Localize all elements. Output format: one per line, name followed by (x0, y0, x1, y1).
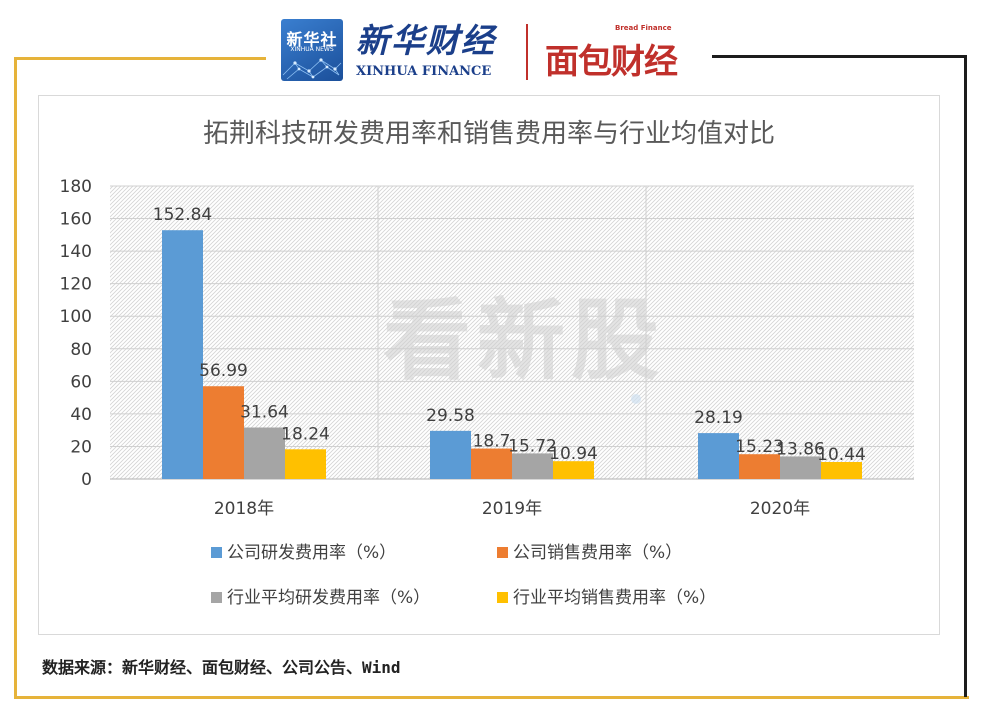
data-label: 18.24 (281, 424, 330, 444)
x-tick-label: 2019年 (482, 499, 542, 519)
legend-swatch (211, 547, 222, 558)
x-tick-label: 2018年 (214, 499, 274, 519)
data-source-note: 数据来源：新华财经、面包财经、公司公告、Wind (42, 658, 401, 677)
data-label: 13.86 (776, 439, 825, 459)
bar-2-1 (203, 386, 244, 479)
xinhua-finance-logo-chinese: 新华财经 (356, 21, 496, 60)
chart-panel: 看新股 拓荆科技研发费用率和销售费用率与行业均值对比 152.84 56.99 31… (38, 95, 940, 635)
y-tick-label: 140 (60, 242, 92, 262)
logo-divider (526, 24, 528, 80)
network-globe-icon (282, 58, 342, 80)
xinhua-news-logo: 新华社 XINHUA NEWS (281, 19, 343, 81)
data-label: 28.19 (694, 408, 743, 428)
data-label: 152.84 (153, 205, 212, 225)
y-tick-label: 0 (81, 470, 92, 490)
y-tick-label: 120 (60, 275, 92, 295)
y-tick-label: 80 (70, 340, 92, 360)
x-tick-label: 2020年 (750, 499, 810, 519)
legend-swatch (497, 592, 508, 603)
legend-swatch (497, 547, 508, 558)
legend-label: 公司销售费用率（%） (513, 543, 682, 563)
data-label: 10.44 (817, 445, 866, 465)
data-label: 31.64 (240, 402, 289, 422)
y-tick-label: 100 (60, 307, 92, 327)
data-label: 10.94 (549, 444, 598, 464)
frame-left-gold-line (14, 57, 17, 698)
watermark-dot-icon (631, 394, 641, 404)
bar-chart: 看新股 拓荆科技研发费用率和销售费用率与行业均值对比 152.84 56.99 31… (60, 119, 914, 608)
xinhua-finance-logo: 新华财经 XINHUA FINANCE (352, 14, 507, 84)
y-tick-label: 60 (70, 372, 92, 392)
bar-1-2 (430, 430, 471, 479)
watermark-layer: 看新股 (383, 289, 665, 404)
legend: 公司研发费用率（%） 公司销售费用率（%） 行业平均研发费用率（%） 行业平均销售费用… (211, 543, 716, 608)
data-label: 15.72 (508, 436, 557, 456)
frame-bottom-gold-line (14, 696, 969, 699)
legend-label: 公司研发费用率（%） (227, 543, 396, 563)
bread-finance-logo-english: Bread Finance (615, 24, 672, 32)
legend-label: 行业平均研发费用率（%） (227, 588, 430, 608)
bar-3-2 (512, 453, 553, 479)
bread-finance-logo-chinese: 面包财经 (545, 42, 678, 82)
xinhua-finance-logo-english: XINHUA FINANCE (356, 64, 492, 79)
x-axis-ticks: 2018年 2019年 2020年 (214, 499, 810, 519)
legend-label: 行业平均销售费用率（%） (513, 588, 716, 608)
data-label: 18.7 (473, 432, 511, 452)
data-label: 15.23 (735, 437, 784, 457)
bar-1-3 (698, 433, 739, 479)
bar-3-3 (780, 456, 821, 479)
xinhua-logo-subtitle: XINHUA NEWS (290, 46, 334, 53)
y-tick-label: 40 (70, 405, 92, 425)
bar-2-3 (739, 454, 780, 479)
bar-4-2 (553, 461, 594, 479)
chart-title: 拓荆科技研发费用率和销售费用率与行业均值对比 (203, 119, 775, 149)
y-tick-label: 180 (60, 177, 92, 197)
bar-4-3 (821, 462, 862, 479)
y-tick-label: 160 (60, 210, 92, 230)
legend-swatch (211, 592, 222, 603)
frame-top-gold-line (14, 57, 266, 60)
frame-top-dark-line (712, 55, 967, 58)
data-label: 56.99 (199, 361, 248, 381)
frame-right-dark-line (964, 55, 967, 697)
bar-2-2 (471, 448, 512, 479)
y-tick-label: 20 (70, 437, 92, 457)
bread-finance-logo: Bread Finance 面包财经 (545, 20, 705, 82)
y-axis-ticks: 0 20 40 60 80 100 120 140 160 180 (60, 177, 92, 490)
bar-1-1 (162, 230, 203, 479)
bar-4-1 (285, 449, 326, 479)
bar-3-1 (244, 427, 285, 479)
xinhua-logo-title: 新华社 (286, 30, 338, 49)
watermark-text: 看新股 (383, 289, 665, 392)
data-label: 29.58 (426, 406, 475, 426)
